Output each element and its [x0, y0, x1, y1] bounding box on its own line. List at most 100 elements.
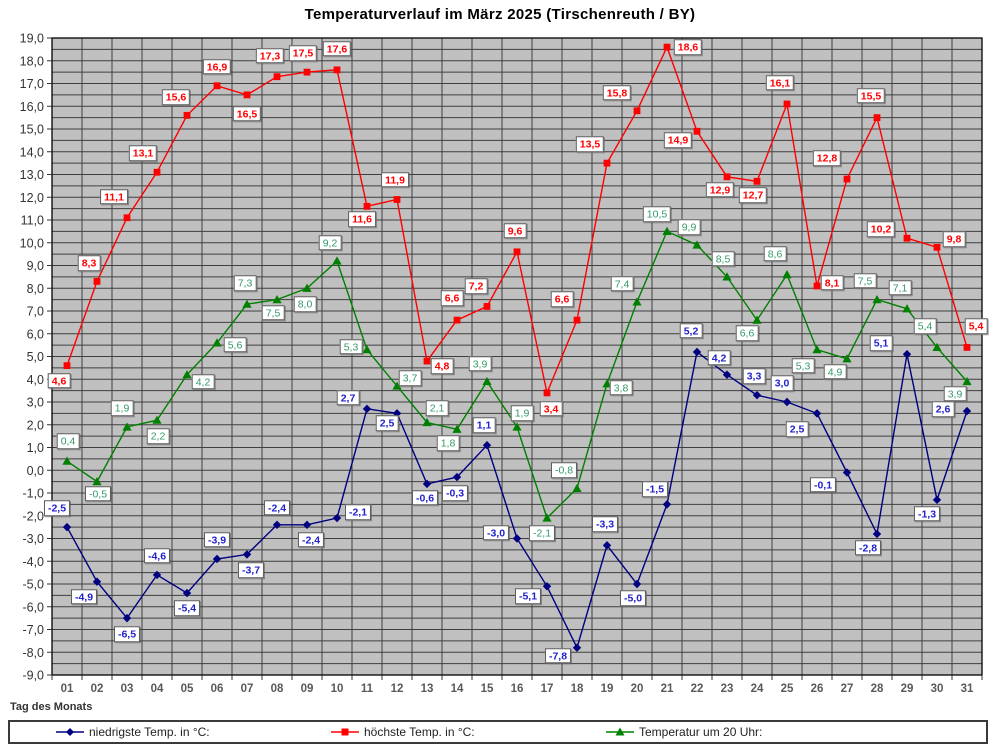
- square-marker-icon: [273, 73, 281, 81]
- square-marker-icon: [123, 214, 131, 222]
- square-marker-icon: [843, 175, 851, 183]
- y-tick-label: 18,0: [20, 54, 44, 68]
- diamond-marker-icon: [182, 588, 192, 598]
- square-marker-icon: [303, 68, 311, 76]
- x-tick-label: 03: [121, 683, 134, 695]
- diamond-marker-icon: [962, 406, 972, 416]
- legend-item-max-temp: höchste Temp. in °C:: [330, 722, 475, 742]
- square-marker-icon: [153, 168, 161, 176]
- triangle-marker-icon: [872, 295, 882, 304]
- y-tick-label: 12,0: [20, 191, 44, 205]
- square-marker-icon: [213, 82, 221, 90]
- square-marker-icon: [603, 159, 611, 167]
- diamond-marker-icon: [152, 570, 162, 580]
- triangle-marker-icon: [542, 513, 552, 522]
- y-tick-label: -7,0: [22, 623, 44, 637]
- triangle-marker-icon: [842, 354, 852, 363]
- diamond-marker-icon: [56, 728, 84, 736]
- x-tick-label: 21: [661, 683, 674, 695]
- triangle-marker-icon: [602, 379, 612, 388]
- y-tick-label: 5,0: [27, 350, 44, 364]
- diamond-marker-icon: [482, 441, 492, 450]
- diamond-marker-icon: [302, 520, 312, 530]
- legend: niedrigste Temp. in °C: höchste Temp. in…: [8, 720, 988, 744]
- x-tick-label: 26: [811, 683, 824, 695]
- square-marker-icon: [331, 728, 359, 736]
- y-tick-label: -3,0: [22, 532, 44, 546]
- legend-item-20uhr-temp: Temperatur um 20 Uhr:: [605, 722, 762, 742]
- y-tick-label: 8,0: [27, 282, 44, 296]
- diamond-marker-icon: [932, 495, 942, 505]
- y-tick-label: -4,0: [22, 555, 44, 569]
- diamond-marker-icon: [92, 577, 102, 586]
- triangle-marker-icon: [392, 381, 402, 390]
- x-tick-label: 25: [781, 683, 794, 695]
- y-tick-label: -6,0: [22, 600, 44, 614]
- y-tick-label: -2,0: [22, 509, 44, 523]
- square-marker-icon: [93, 278, 101, 285]
- square-marker-icon: [903, 234, 911, 242]
- y-tick-label: 19,0: [20, 32, 44, 46]
- triangle-marker-icon: [632, 297, 642, 306]
- triangle-marker-icon: [92, 477, 102, 486]
- x-tick-label: 11: [361, 683, 374, 695]
- y-tick-label: -8,0: [22, 646, 44, 660]
- x-tick-label: 05: [181, 683, 194, 695]
- diamond-marker-icon: [272, 520, 282, 530]
- triangle-marker-icon: [512, 422, 522, 431]
- x-tick-label: 02: [91, 683, 104, 695]
- diamond-marker-icon: [362, 404, 372, 414]
- y-tick-label: -9,0: [22, 669, 44, 683]
- triangle-marker-icon: [302, 283, 312, 292]
- triangle-marker-icon: [782, 270, 792, 279]
- square-marker-icon: [873, 114, 881, 122]
- x-tick-label: 08: [271, 683, 284, 695]
- square-marker-icon: [513, 248, 521, 256]
- x-tick-label: 27: [841, 683, 854, 695]
- x-tick-label: 22: [691, 683, 704, 695]
- y-tick-label: 15,0: [20, 123, 44, 137]
- triangle-marker-icon: [422, 417, 432, 427]
- diamond-marker-icon: [332, 513, 342, 523]
- y-tick-label: 16,0: [20, 100, 44, 114]
- square-marker-icon: [693, 127, 701, 135]
- triangle-marker-icon: [452, 424, 462, 433]
- triangle-marker-icon: [692, 240, 702, 249]
- legend-item-min-temp: niedrigste Temp. in °C:: [55, 722, 210, 742]
- x-tick-label: 17: [541, 683, 554, 695]
- diamond-marker-icon: [452, 472, 462, 482]
- x-tick-label: 04: [151, 683, 164, 695]
- square-marker-icon: [333, 66, 341, 74]
- x-tick-label: 12: [391, 683, 404, 695]
- x-tick-label: 19: [601, 683, 614, 695]
- y-tick-label: -1,0: [22, 487, 44, 501]
- x-tick-label: 14: [451, 683, 464, 695]
- x-tick-label: 31: [961, 683, 974, 695]
- triangle-marker-icon: [152, 415, 162, 424]
- x-tick-label: 30: [931, 683, 944, 695]
- triangle-marker-icon: [212, 338, 222, 347]
- diamond-marker-icon: [812, 409, 822, 418]
- square-marker-icon: [723, 173, 731, 181]
- diamond-marker-icon: [212, 554, 222, 564]
- square-marker-icon: [483, 303, 491, 310]
- x-tick-label: 07: [241, 683, 254, 695]
- square-marker-icon: [543, 389, 551, 397]
- legend-label: niedrigste Temp. in °C:: [89, 725, 210, 739]
- square-marker-icon: [783, 100, 791, 108]
- x-tick-label: 20: [631, 683, 644, 695]
- diamond-marker-icon: [692, 347, 702, 357]
- triangle-marker-icon: [482, 376, 492, 386]
- x-tick-label: 28: [871, 683, 884, 695]
- y-tick-label: 9,0: [27, 259, 44, 273]
- x-tick-label: 24: [751, 683, 764, 695]
- triangle-marker-icon: [902, 304, 912, 313]
- legend-label: höchste Temp. in °C:: [364, 725, 475, 739]
- square-marker-icon: [663, 43, 671, 51]
- square-marker-icon: [393, 196, 401, 203]
- square-marker-icon: [633, 107, 641, 115]
- diamond-marker-icon: [602, 541, 612, 550]
- square-marker-icon: [573, 316, 581, 324]
- chart-title: Temperaturverlauf im März 2025 (Tirschen…: [304, 6, 696, 23]
